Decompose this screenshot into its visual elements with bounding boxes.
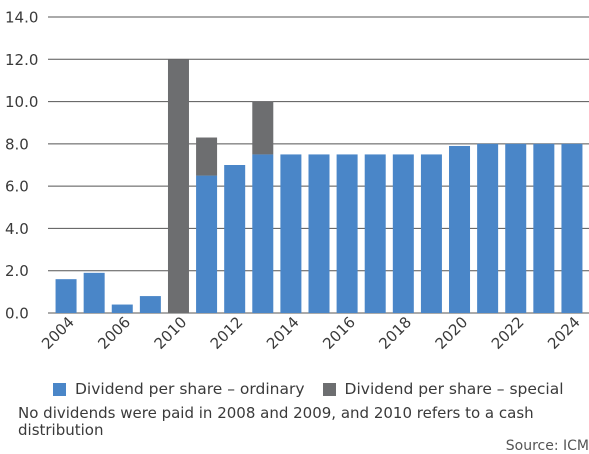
bar-special-2013 xyxy=(252,101,274,155)
y-tick-label: 12.0 xyxy=(5,51,38,69)
bar-ordinary-2019 xyxy=(420,154,442,313)
x-tick-label: 2004 xyxy=(38,313,78,353)
footnote: No dividends were paid in 2008 and 2009,… xyxy=(18,404,534,439)
y-tick-label: 4.0 xyxy=(5,220,29,238)
bar-ordinary-2004 xyxy=(55,279,77,313)
y-tick-label: 2.0 xyxy=(5,262,29,280)
y-tick-label: 10.0 xyxy=(5,93,38,111)
bar-ordinary-2016 xyxy=(336,154,358,313)
legend: Dividend per share – ordinary Dividend p… xyxy=(53,380,582,398)
legend-item-ordinary: Dividend per share – ordinary xyxy=(53,380,305,398)
bar-ordinary-2005 xyxy=(83,272,105,313)
bars xyxy=(55,59,583,314)
bar-ordinary-2021 xyxy=(477,143,499,313)
x-tick-label: 2010 xyxy=(151,313,191,353)
bar-ordinary-2018 xyxy=(392,154,414,313)
source-note: Source: ICM xyxy=(505,438,589,454)
bar-ordinary-2006 xyxy=(111,304,133,313)
x-axis-tick-labels: 2004 2006 2010 2012 2014 2016 2018 2020 2022 2024 xyxy=(38,313,584,353)
x-tick-label: 2006 xyxy=(94,313,134,353)
y-axis-tick-labels: 0.0 2.0 4.0 6.0 8.0 10.0 12.0 14.0 xyxy=(5,9,38,323)
y-tick-label: 6.0 xyxy=(5,178,29,196)
bar-ordinary-2014 xyxy=(280,154,302,313)
x-tick-label: 2012 xyxy=(207,313,247,353)
chart: 0.0 2.0 4.0 6.0 8.0 10.0 12.0 14.0 2004 2006 2010… xyxy=(5,9,589,353)
bar-ordinary-2017 xyxy=(364,154,386,313)
bar-ordinary-2013 xyxy=(252,154,274,313)
bar-ordinary-2011 xyxy=(196,175,218,313)
bar-special-2011 xyxy=(196,137,218,176)
y-tick-label: 0.0 xyxy=(5,305,29,323)
bar-special-2010 xyxy=(167,59,189,314)
x-tick-label: 2024 xyxy=(544,313,584,353)
bar-ordinary-2007 xyxy=(139,296,161,313)
x-tick-label: 2016 xyxy=(319,313,359,353)
x-tick-label: 2020 xyxy=(432,313,472,353)
legend-swatch-ordinary xyxy=(53,382,66,396)
y-tick-label: 14.0 xyxy=(5,9,38,27)
bar-ordinary-2024 xyxy=(561,143,583,313)
bar-ordinary-2020 xyxy=(449,145,471,313)
legend-item-special: Dividend per share – special xyxy=(322,380,564,398)
bar-ordinary-2015 xyxy=(308,154,330,313)
legend-label-special: Dividend per share – special xyxy=(344,380,564,398)
y-tick-label: 8.0 xyxy=(5,135,29,153)
x-tick-label: 2022 xyxy=(488,313,528,353)
legend-swatch-special xyxy=(322,382,336,396)
bar-ordinary-2022 xyxy=(505,143,527,313)
bar-ordinary-2012 xyxy=(224,165,246,313)
x-tick-label: 2018 xyxy=(375,313,415,353)
legend-label-ordinary: Dividend per share – ordinary xyxy=(75,380,305,398)
bar-ordinary-2023 xyxy=(533,143,555,313)
x-tick-label: 2014 xyxy=(263,313,303,353)
